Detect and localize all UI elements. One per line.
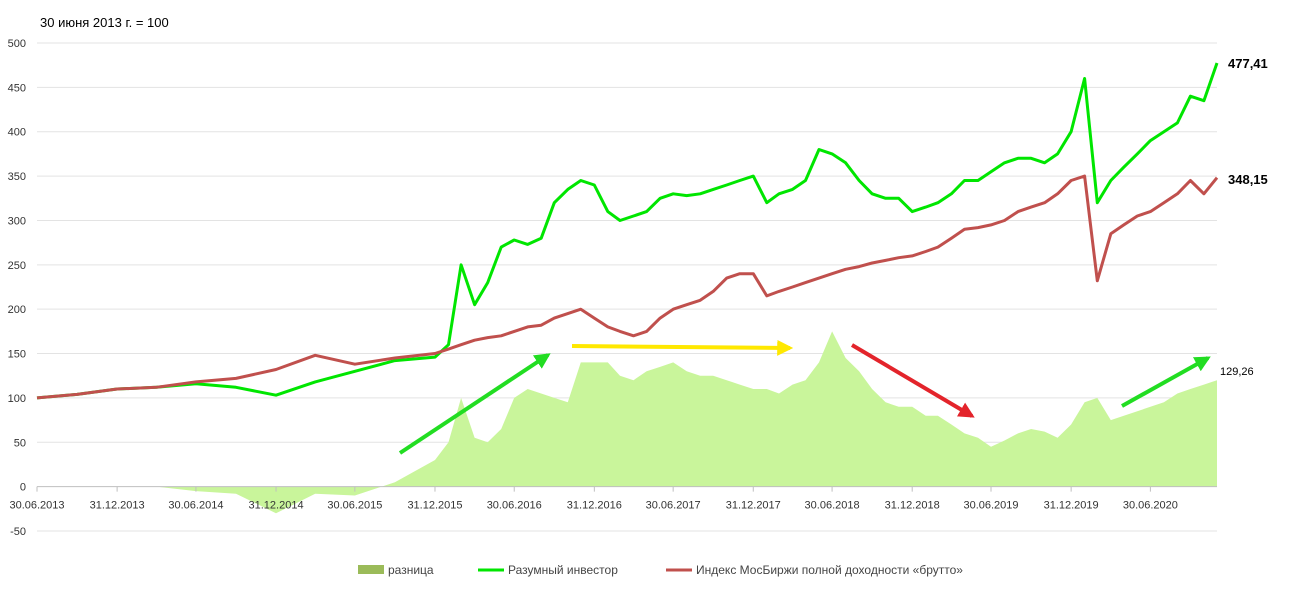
x-tick-label: 31.12.2016 [567, 500, 622, 512]
x-tick-label: 30.06.2015 [327, 500, 382, 512]
x-tick-label: 30.06.2018 [805, 500, 860, 512]
chart-note: 30 июня 2013 г. = 100 [40, 15, 169, 30]
x-tick-label: 30.06.2013 [9, 500, 64, 512]
x-axis: 30.06.2013 31.12.2013 30.06.2014 31.12.2014… [9, 486, 1217, 512]
x-tick-label: 31.12.2018 [885, 500, 940, 512]
x-tick-label: 31.12.2017 [726, 500, 781, 512]
y-tick-label: 400 [8, 127, 26, 139]
y-tick-label: 350 [8, 171, 26, 183]
legend-label: Разумный инвестор [508, 563, 618, 577]
x-tick-label: 30.06.2019 [963, 500, 1018, 512]
series-area-difference [37, 331, 1217, 514]
trend-arrow-up-2 [1121, 356, 1211, 408]
x-tick-label: 31.12.2019 [1044, 500, 1099, 512]
y-tick-label: 50 [14, 437, 26, 449]
legend: разница Разумный инвестор Индекс МосБиржи … [358, 563, 963, 577]
legend-label: Индекс МосБиржи полной доходности «брутт… [696, 563, 963, 577]
series-line-investor [36, 62, 1219, 400]
y-tick-label: 250 [8, 260, 26, 272]
legend-swatch-difference [358, 565, 384, 574]
trend-arrow-flat [571, 339, 794, 356]
trend-arrows [398, 339, 1211, 455]
y-tick-label: 100 [8, 393, 26, 405]
y-tick-label: 500 [8, 38, 26, 50]
series-line-index [36, 174, 1219, 400]
x-tick-label: 31.12.2013 [90, 500, 145, 512]
y-tick-label: 300 [8, 215, 26, 227]
y-tick-label: 150 [8, 349, 26, 361]
end-label-investor: 477,41 [1228, 56, 1268, 71]
x-tick-label: 30.06.2017 [646, 500, 701, 512]
x-tick-label: 30.06.2020 [1123, 500, 1178, 512]
trend-arrow-up-1 [398, 353, 551, 455]
end-label-index: 348,15 [1228, 172, 1268, 187]
series-layer [36, 62, 1219, 514]
x-tick-label: 31.12.2015 [407, 500, 462, 512]
trend-arrow-down [850, 343, 975, 418]
y-tick-label: 450 [8, 82, 26, 94]
legend-label: разница [388, 563, 434, 577]
end-label-difference: 129,26 [1220, 366, 1254, 378]
x-tick-label: 30.06.2014 [168, 500, 223, 512]
y-tick-label: -50 [10, 526, 26, 538]
x-tick-label: 30.06.2016 [487, 500, 542, 512]
y-tick-label: 200 [8, 304, 26, 316]
y-tick-label: 0 [20, 482, 26, 494]
x-tick-label: 31.12.2014 [249, 500, 304, 512]
